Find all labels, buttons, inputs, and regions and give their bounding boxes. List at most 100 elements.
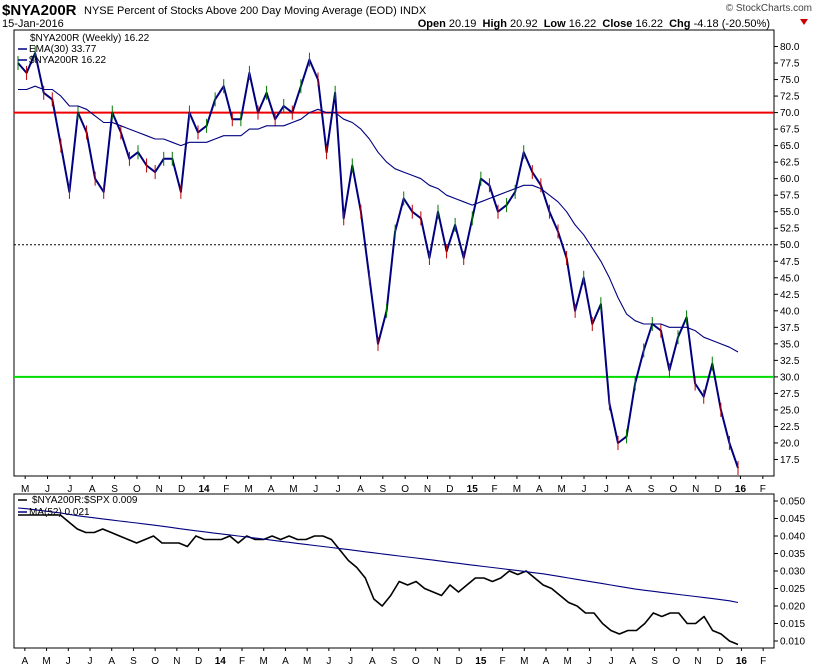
low-value: 16.22	[568, 18, 597, 30]
price-y-tick-label-7: 35.0	[780, 339, 800, 350]
price-x-tick-label-13: J	[313, 484, 318, 495]
ratio-x-tick-label-22: F	[500, 656, 506, 667]
ratio-x-tick-label-17: S	[391, 656, 398, 667]
ratio-x-tick-label-7: N	[173, 656, 180, 667]
price-x-tick-label-26: J	[604, 484, 609, 495]
ratio-x-tick-label-33: 16	[736, 656, 748, 667]
ratio-x-tick-label-11: M	[260, 656, 268, 667]
ratio-x-tick-label-4: A	[108, 656, 115, 667]
price-y-tick-label-13: 50.0	[780, 240, 800, 251]
ohlc-readout: Open 20.19 High 20.92 Low 16.22 Close 16…	[418, 18, 770, 30]
ratio-x-tick-label-23: M	[520, 656, 528, 667]
price-x-tick-label-8: 14	[198, 484, 210, 495]
ratio-x-tick-label-8: D	[195, 656, 202, 667]
ratio-x-tick-label-10: F	[239, 656, 245, 667]
ratio-x-tick-label-0: A	[22, 656, 29, 667]
ratio-legend-entry-0: MA(52) 0.021	[29, 507, 90, 518]
symbol-title: $NYA200R	[2, 2, 77, 19]
ratio-x-tick-label-29: S	[651, 656, 658, 667]
ratio-y-tick-label-1: 0.015	[780, 619, 805, 630]
ratio-x-tick-label-28: A	[630, 656, 637, 667]
ratio-x-tick-label-32: D	[716, 656, 723, 667]
ratio-x-tick-label-26: J	[587, 656, 592, 667]
ratio-y-tick-label-2: 0.020	[780, 602, 805, 613]
ratio-series-0	[18, 514, 739, 646]
ratio-x-tick-label-20: D	[456, 656, 463, 667]
price-y-tick-label-21: 70.0	[780, 108, 800, 119]
price-x-tick-label-14: J	[336, 484, 341, 495]
price-y-tick-label-11: 45.0	[780, 273, 800, 284]
close-value: 16.22	[635, 18, 663, 30]
ratio-x-tick-label-15: J	[348, 656, 353, 667]
ratio-y-tick-label-7: 0.045	[780, 514, 805, 525]
high-value: 20.92	[510, 18, 538, 30]
description-text: NYSE Percent of Stocks Above 200 Day Mov…	[84, 5, 397, 17]
price-y-tick-label-2: 22.5	[780, 422, 800, 433]
price-x-tick-label-11: A	[268, 484, 275, 495]
price-x-tick-label-1: J	[45, 484, 50, 495]
price-y-tick-label-18: 62.5	[780, 158, 800, 169]
ratio-x-tick-label-30: O	[672, 656, 680, 667]
ratio-x-tick-label-24: A	[543, 656, 550, 667]
ratio-x-tick-label-19: N	[434, 656, 441, 667]
price-y-tick-label-25: 80.0	[780, 42, 800, 53]
price-x-tick-label-0: M	[21, 484, 29, 495]
chart-description: NYSE Percent of Stocks Above 200 Day Mov…	[84, 5, 426, 17]
price-y-tick-label-17: 60.0	[780, 174, 800, 185]
ratio-x-tick-label-9: 14	[215, 656, 227, 667]
price-legend	[18, 48, 27, 61]
price-x-tick-label-31: D	[715, 484, 722, 495]
price-x-tick-label-25: J	[582, 484, 587, 495]
low-label: Low	[543, 18, 566, 30]
price-series-0	[17, 52, 739, 469]
chart-date: 15-Jan-2016	[2, 18, 64, 30]
price-x-tick-label-20: 15	[467, 484, 479, 495]
price-x-tick-label-3: A	[89, 484, 96, 495]
ratio-x-tick-label-6: O	[151, 656, 159, 667]
ratio-x-tick-label-27: J	[609, 656, 614, 667]
ratio-x-tick-label-5: S	[130, 656, 137, 667]
price-x-tick-label-24: M	[557, 484, 565, 495]
price-y-tick-label-8: 37.5	[780, 323, 800, 334]
price-y-tick-label-1: 20.0	[780, 438, 800, 449]
ratio-x-tick-label-18: O	[412, 656, 420, 667]
price-x-tick-label-6: N	[156, 484, 163, 495]
price-x-tick-label-28: S	[648, 484, 655, 495]
ratio-y-tick-label-3: 0.025	[780, 584, 805, 595]
ratio-panel	[13, 493, 778, 651]
ratio-x-tick-label-16: A	[369, 656, 376, 667]
ratio-x-tick-label-13: M	[303, 656, 311, 667]
close-label: Close	[602, 18, 633, 30]
chg-label: Chg	[669, 18, 691, 30]
ratio-legend-title: $NYA200R:$SPX 0.009	[32, 495, 138, 506]
price-x-tick-label-15: A	[357, 484, 364, 495]
price-y-tick-label-22: 72.5	[780, 92, 800, 103]
ratio-series-1	[17, 507, 739, 604]
price-y-tick-label-16: 57.5	[780, 191, 800, 202]
price-legend-entry-main: $NYA200R 16.22	[29, 55, 107, 66]
price-y-tick-label-10: 42.5	[780, 290, 800, 301]
price-y-tick-label-0: 17.5	[780, 455, 800, 466]
price-x-tick-label-4: S	[111, 484, 118, 495]
price-series-1	[18, 85, 739, 353]
price-x-tick-label-2: J	[67, 484, 72, 495]
price-legend-title: $NYA200R (Weekly) 16.22	[30, 33, 150, 44]
price-x-tick-label-29: O	[670, 484, 678, 495]
ratio-y-tick-label-5: 0.035	[780, 549, 805, 560]
open-label: Open	[417, 18, 446, 30]
price-x-tick-label-18: N	[424, 484, 431, 495]
price-y-tick-label-9: 40.0	[780, 306, 800, 317]
price-x-tick-label-33: F	[760, 484, 766, 495]
price-x-tick-label-32: 16	[735, 484, 747, 495]
ratio-y-tick-label-6: 0.040	[780, 532, 805, 543]
open-value: 20.19	[448, 18, 477, 30]
price-panel	[13, 29, 778, 479]
price-x-tick-label-27: A	[625, 484, 632, 495]
ratio-x-tick-label-12: A	[282, 656, 289, 667]
price-y-tick-label-3: 25.0	[780, 405, 800, 416]
price-y-tick-label-14: 52.5	[780, 224, 800, 235]
price-x-tick-label-12: M	[289, 484, 297, 495]
high-label: High	[482, 18, 507, 30]
price-x-tick-label-23: A	[536, 484, 543, 495]
